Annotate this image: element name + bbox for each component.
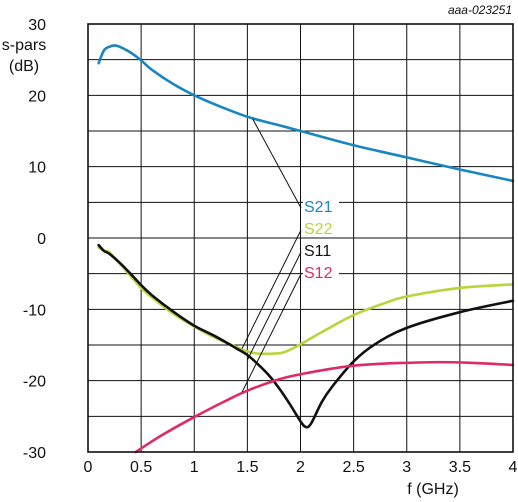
y-axis-label-line: (dB) [9,58,39,75]
series-labels: S21 S22 S11 S12 [303,197,339,282]
x-tick-label: 1.5 [236,459,258,476]
leader-lines [241,118,302,393]
leader-line-s21 [252,118,302,209]
leader-line-s11 [246,251,302,361]
series-label-background [303,241,339,259]
y-tick-label: -10 [23,302,46,319]
series-label-background [303,197,339,215]
x-tick-label: 0 [84,459,93,476]
y-tick-label: 10 [28,160,46,177]
y-tick-label: 20 [28,88,46,105]
x-axis-label: f (GHz) [407,481,459,498]
y-tick-label: -30 [23,445,46,462]
figure-id: aaa-023251 [448,3,512,17]
series-label-s21: S21 [304,199,333,216]
series-line-s11 [97,243,515,429]
plot-frame [87,23,514,453]
leader-line-s12 [241,273,302,393]
x-tick-label: 2 [296,459,305,476]
y-axis-label-line: s-pars [2,37,46,54]
y-tick-label: -20 [23,374,46,391]
y-axis-label: s-pars (dB) [2,37,46,75]
y-tick-label: 30 [28,17,46,34]
series-line-s12 [134,360,515,454]
tick-labels: 0 0.5 1 1.5 2 2.5 3 3.5 4 30 20 10 0 -10 -20 -30 [23,17,518,476]
x-tick-label: 4 [509,459,518,476]
x-tick-label: 0.5 [130,459,152,476]
grid [88,24,513,452]
series-label-s22: S22 [304,221,333,238]
series-label-background [303,219,339,237]
y-tick-label: 0 [37,231,46,248]
x-tick-label: 3.5 [449,459,471,476]
x-tick-label: 1 [190,459,199,476]
x-tick-label: 3 [402,459,411,476]
series-label-s11: S11 [304,243,331,260]
series-label-background [303,263,339,281]
x-tick-label: 2.5 [343,459,365,476]
series-lines [97,44,515,454]
series-line-s21 [97,44,515,183]
series-label-s12: S12 [304,265,333,282]
leader-line-s22 [241,229,302,349]
